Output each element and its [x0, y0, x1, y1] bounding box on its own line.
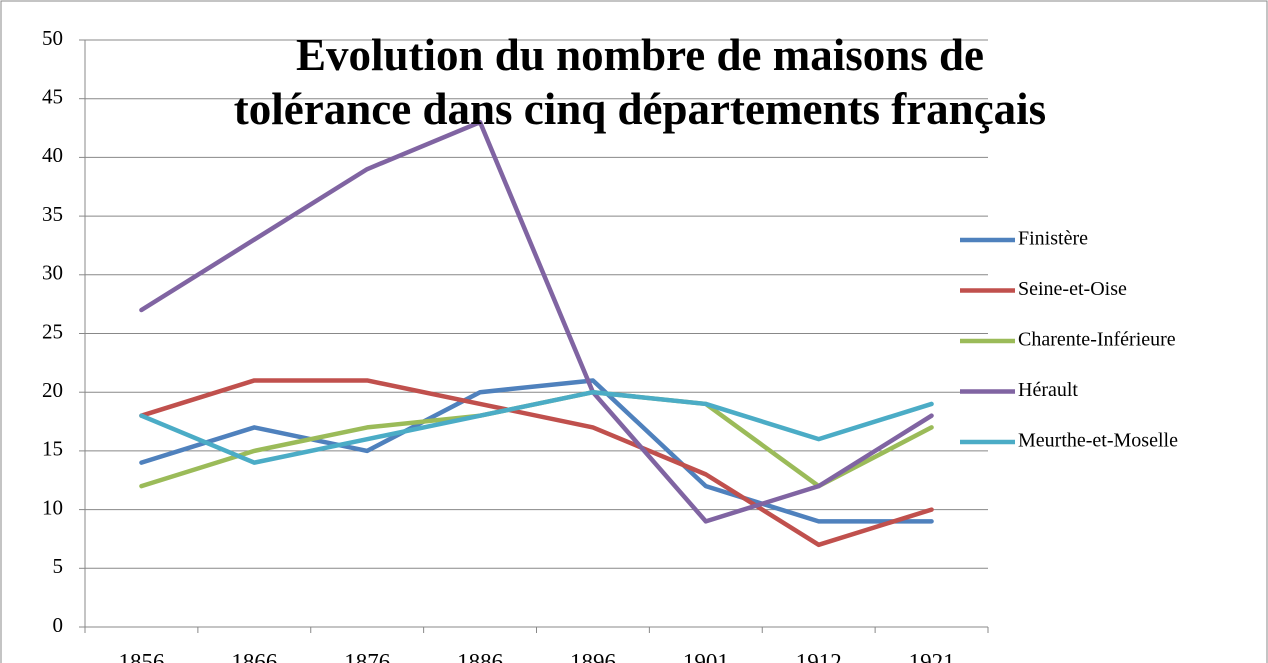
y-tick-label: 0	[53, 613, 64, 637]
legend-label: Finistère	[1018, 228, 1088, 250]
y-tick-label: 25	[42, 319, 63, 343]
x-tick-label: 1886	[457, 649, 503, 663]
legend-label: Meurthe-et-Moselle	[1018, 430, 1178, 452]
x-tick-label: 1921	[909, 649, 955, 663]
legend-label: Seine-et-Oise	[1018, 278, 1127, 300]
x-tick-label: 1901	[683, 649, 729, 663]
legend-label: Charente-Inférieure	[1018, 329, 1176, 351]
y-tick-label: 15	[42, 437, 63, 461]
y-tick-label: 50	[42, 26, 63, 50]
y-tick-label: 10	[42, 495, 63, 519]
y-tick-label: 30	[42, 261, 63, 285]
x-tick-label: 1856	[118, 649, 164, 663]
series-line	[139, 378, 934, 548]
x-tick-label: 1912	[796, 649, 842, 663]
x-tick-label: 1866	[231, 649, 277, 663]
series-line	[139, 119, 934, 524]
y-tick-label: 35	[42, 202, 63, 226]
y-tick-label: 20	[42, 378, 63, 402]
x-tick-label: 1896	[570, 649, 616, 663]
series-line	[139, 378, 934, 524]
y-tick-label: 45	[42, 85, 63, 109]
series-line	[139, 389, 934, 465]
chart-title: Evolution du nombre de maisons de toléra…	[233, 30, 1047, 134]
legend-label: Hérault	[1018, 379, 1078, 401]
x-tick-label: 1876	[344, 649, 390, 663]
y-tick-label: 5	[53, 554, 64, 578]
y-tick-label: 40	[42, 143, 63, 167]
